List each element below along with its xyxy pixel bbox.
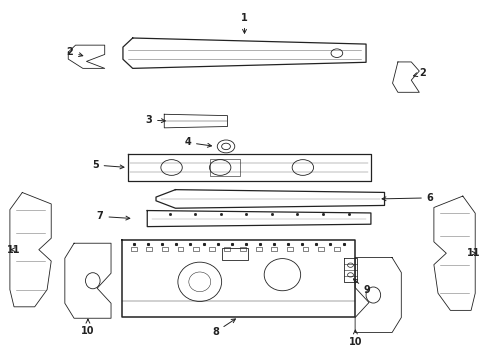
Text: 5: 5 [92, 160, 123, 170]
Bar [286, 247, 292, 251]
Text: 11: 11 [466, 248, 479, 258]
Text: 8: 8 [211, 319, 235, 337]
Text: 10: 10 [81, 319, 95, 336]
Text: 4: 4 [184, 138, 211, 148]
Bar [224, 247, 230, 251]
Text: 6: 6 [381, 193, 433, 203]
Text: 7: 7 [97, 211, 129, 221]
Bar [146, 247, 152, 251]
Text: 2: 2 [412, 68, 426, 78]
Text: 10: 10 [348, 330, 362, 347]
Bar [255, 247, 261, 251]
Text: 9: 9 [353, 279, 369, 296]
Text: 2: 2 [66, 47, 82, 57]
Bar [130, 247, 136, 251]
Bar [333, 247, 339, 251]
Bar [318, 247, 324, 251]
Bar [302, 247, 308, 251]
Text: 11: 11 [7, 245, 20, 255]
Text: 1: 1 [241, 13, 247, 33]
Bar [221, 248, 248, 260]
Bar [193, 247, 199, 251]
Bar [210, 158, 239, 176]
Bar [240, 247, 245, 251]
Bar [208, 247, 214, 251]
Bar [271, 247, 277, 251]
Bar [177, 247, 183, 251]
Bar [162, 247, 167, 251]
Text: 3: 3 [145, 115, 165, 125]
